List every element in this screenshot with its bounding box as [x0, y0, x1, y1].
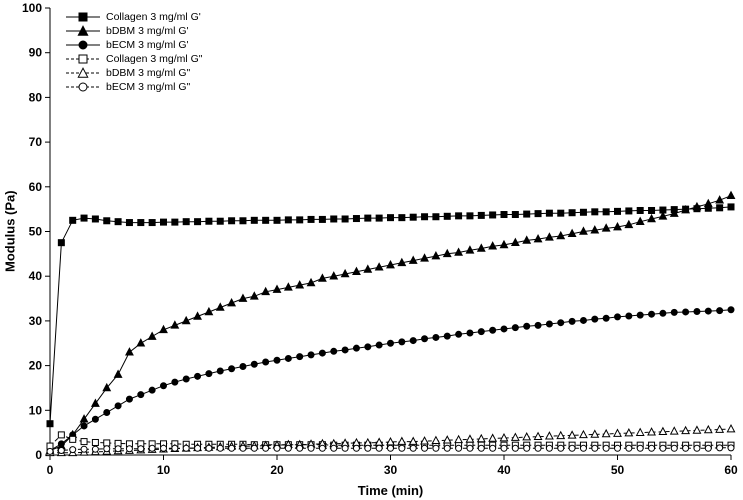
- series-markers: [46, 306, 735, 455]
- x-tick-label: 60: [724, 463, 738, 477]
- x-tick-label: 10: [157, 463, 171, 477]
- legend-marker-filled-triangle-icon: [66, 24, 100, 36]
- legend-marker-open-square-icon: [66, 54, 100, 63]
- axes: 0 10 20 30 40 50 60 70 80 90 100 0 10 20 30 40 50 60: [22, 1, 738, 477]
- y-tick-label: 60: [29, 180, 43, 194]
- y-axis-label: Modulus (Pa): [2, 190, 18, 273]
- series-markers: [46, 444, 735, 455]
- legend-marker-filled-square-icon: [66, 12, 100, 21]
- x-tick-label: 20: [270, 463, 284, 477]
- y-tick-label: 20: [29, 359, 43, 373]
- legend-item-collagen-gdoubleprime: Collagen 3 mg/ml G": [66, 52, 203, 65]
- x-tick-label: 40: [497, 463, 511, 477]
- legend-item-collagen-gprime: Collagen 3 mg/ml G': [66, 10, 203, 23]
- legend-label: bECM 3 mg/ml G": [106, 80, 191, 93]
- series-1: [45, 190, 736, 454]
- y-tick-label: 80: [29, 90, 43, 104]
- legend-marker-filled-circle-icon: [66, 40, 100, 49]
- legend-item-bdbm-gprime: bDBM 3 mg/ml G': [66, 24, 203, 37]
- y-tick-label: 10: [29, 403, 43, 417]
- y-tick-label: 50: [29, 225, 43, 239]
- legend-label: bECM 3 mg/ml G': [106, 38, 189, 51]
- y-tick-label: 30: [29, 314, 43, 328]
- legend-marker-open-circle-icon: [66, 82, 100, 91]
- legend-label: Collagen 3 mg/ml G": [106, 52, 203, 65]
- x-tick-label: 50: [611, 463, 625, 477]
- legend-label: bDBM 3 mg/ml G': [106, 24, 189, 37]
- x-tick-label: 0: [47, 463, 54, 477]
- y-tick-label: 70: [29, 135, 43, 149]
- legend-item-bdbm-gdoubleprime: bDBM 3 mg/ml G": [66, 66, 203, 79]
- y-tick-label: 100: [22, 1, 42, 15]
- legend-item-becm-gprime: bECM 3 mg/ml G': [66, 38, 203, 51]
- x-axis-label: Time (min): [357, 483, 424, 498]
- series-line: [49, 195, 732, 451]
- y-tick-label: 40: [29, 269, 43, 283]
- legend-label: Collagen 3 mg/ml G': [106, 10, 201, 23]
- series-2: [46, 306, 735, 455]
- x-tick-label: 30: [384, 463, 398, 477]
- legend-label: bDBM 3 mg/ml G": [106, 66, 191, 79]
- y-tick-label: 90: [29, 46, 43, 60]
- y-tick-label: 0: [35, 448, 42, 462]
- legend: Collagen 3 mg/ml G' bDBM 3 mg/ml G' bECM…: [66, 10, 203, 93]
- legend-item-becm-gdoubleprime: bECM 3 mg/ml G": [66, 80, 203, 93]
- legend-marker-open-triangle-icon: [66, 66, 100, 78]
- series-5: [46, 444, 735, 455]
- series-markers: [45, 190, 736, 454]
